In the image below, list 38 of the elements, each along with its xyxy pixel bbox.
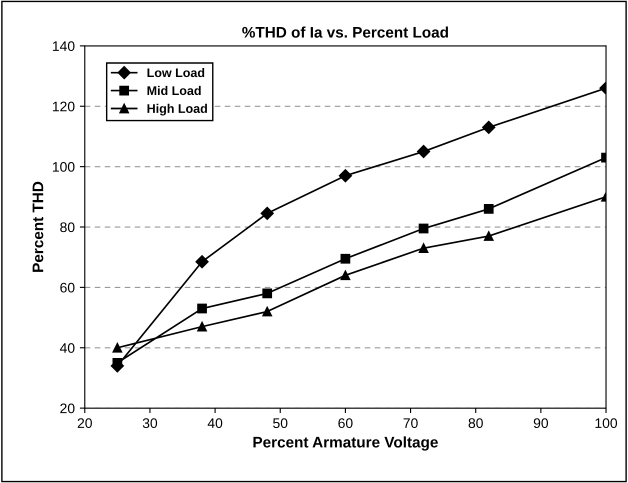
y-tick-label: 100 (52, 162, 75, 172)
y-tick-label: 60 (60, 282, 75, 293)
point (484, 204, 494, 214)
x-tick-label: 20 (78, 418, 92, 428)
point (340, 254, 350, 264)
y-tick-label: 120 (52, 102, 75, 112)
x-tick-label: 70 (404, 418, 418, 428)
legend-label: Mid Load (148, 86, 201, 96)
point (262, 306, 272, 316)
legend-label: Low Load (148, 68, 204, 78)
legend-label: High Load (148, 104, 207, 116)
point (417, 144, 430, 158)
x-tick-label: 90 (534, 418, 548, 428)
x-tick-label: 100 (595, 418, 618, 428)
point (112, 342, 122, 353)
x-tick-label: 30 (142, 418, 158, 428)
point (482, 120, 496, 134)
point (260, 206, 274, 220)
y-tick-label: 140 (52, 41, 75, 52)
x-tick-label: 80 (468, 418, 483, 428)
point (197, 322, 207, 332)
point (418, 243, 428, 254)
point (340, 270, 350, 280)
y-tick-label: 80 (60, 222, 75, 232)
point (195, 255, 209, 268)
point (338, 169, 352, 182)
x-tick-label: 50 (273, 418, 288, 428)
point (418, 224, 428, 234)
chart-title: %THD of Ia vs. Percent Load (242, 26, 448, 38)
x-axis-title: Percent Armature Voltage (253, 436, 438, 451)
x-tick-label: 60 (338, 418, 353, 428)
y-axis-title: Percent THD (32, 182, 44, 272)
y-tick-label: 40 (60, 343, 75, 353)
point (484, 231, 494, 241)
point (197, 304, 207, 314)
point (262, 288, 272, 298)
x-tick-label: 40 (208, 418, 222, 428)
y-tick-label: 20 (60, 403, 75, 414)
